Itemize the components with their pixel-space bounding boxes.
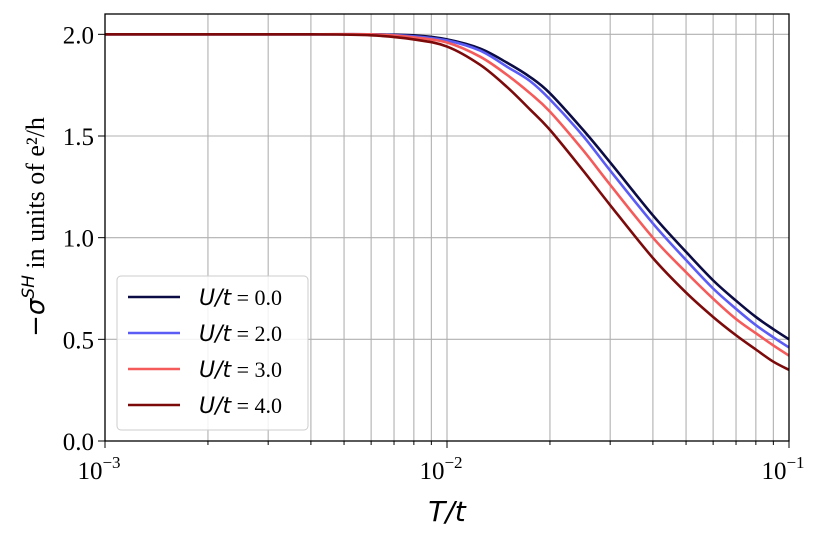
legend-label-value: = 2.0: [231, 321, 282, 346]
x-tick-exponent: −1: [786, 453, 804, 472]
legend-label-3: U/t = 4.0: [199, 393, 282, 419]
x-tick-label: 10−3: [77, 453, 120, 485]
legend-label-value: = 3.0: [231, 357, 282, 382]
legend-label-0: U/t = 0.0: [199, 285, 282, 311]
legend-label-1: U/t = 2.0: [199, 321, 282, 347]
x-tick-base: 10: [77, 458, 102, 485]
legend-entries: U/t = 0.0U/t = 2.0U/t = 3.0U/t = 4.0: [128, 285, 282, 419]
x-tick-label: 10−1: [761, 453, 804, 485]
plot-lines: [104, 32, 790, 371]
y-tick-label: 2.0: [63, 22, 94, 49]
series-line-3: [104, 32, 790, 371]
tick-labels: 10−3 10−2 10−10.00.51.01.52.0: [63, 22, 805, 485]
y-axis-label-superscript: SH: [19, 275, 39, 299]
y-axis-label-suffix: in units of e²/h: [21, 117, 50, 275]
legend-label-variable: U/t: [199, 322, 233, 347]
x-tick-base: 10: [419, 458, 444, 485]
legend-label-value: = 4.0: [231, 393, 282, 418]
x-tick-exponent: −3: [102, 453, 120, 472]
x-axis-label: T/t: [428, 495, 467, 528]
y-tick-label: 0.0: [63, 429, 94, 456]
y-axis-label: −σSH in units of e²/h: [19, 117, 51, 337]
grid: [104, 14, 789, 442]
legend: U/t = 0.0U/t = 2.0U/t = 3.0U/t = 4.0: [116, 275, 309, 431]
ticks: [98, 33, 790, 448]
legend-label-2: U/t = 3.0: [199, 357, 282, 383]
legend-label-value: = 0.0: [231, 285, 282, 310]
legend-label-variable: U/t: [199, 358, 233, 383]
y-tick-label: 1.0: [63, 226, 94, 253]
x-tick-base: 10: [761, 458, 786, 485]
legend-box: [116, 275, 309, 431]
legend-label-variable: U/t: [199, 394, 233, 419]
legend-label-variable: U/t: [199, 286, 233, 311]
x-tick-exponent: −2: [444, 453, 462, 472]
x-tick-label: 10−2: [419, 453, 462, 485]
y-tick-label: 1.5: [63, 124, 94, 151]
y-axis-label-prefix: −σ: [21, 297, 51, 337]
y-tick-label: 0.5: [63, 327, 94, 354]
